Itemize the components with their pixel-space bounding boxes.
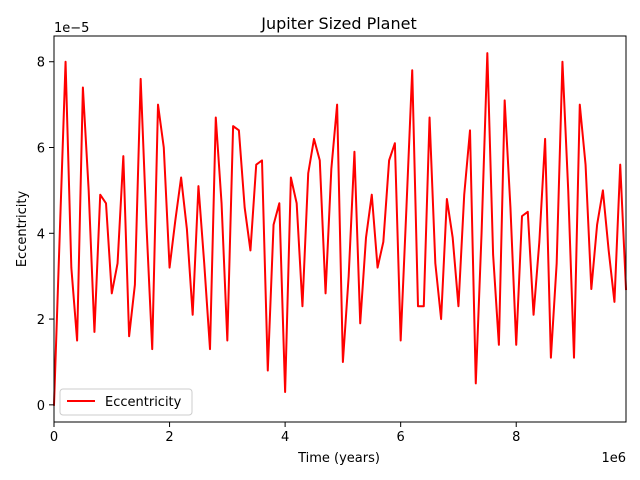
legend: Eccentricity <box>59 388 193 416</box>
axes-frame <box>53 35 627 423</box>
y-tick-label: 2 <box>37 313 45 328</box>
x-tick-label: 8 <box>512 430 520 445</box>
x-tick-label: 0 <box>50 430 58 445</box>
x-tick-label: 6 <box>397 430 405 445</box>
series-line-eccentricity <box>52 52 628 406</box>
y-offset-label: 1e−5 <box>54 21 89 36</box>
x-axis-label: Time (years) <box>297 451 380 466</box>
x-tick-label: 2 <box>165 430 173 445</box>
x-axis: 0 2 4 6 8 <box>50 422 520 445</box>
y-tick-label: 6 <box>37 142 45 157</box>
legend-box <box>59 388 193 416</box>
plot-area <box>52 35 628 423</box>
y-tick-label: 8 <box>37 56 45 71</box>
y-tick-label: 4 <box>37 227 45 242</box>
x-offset-label: 1e6 <box>601 451 626 466</box>
y-axis: 0 2 4 6 8 <box>37 56 54 414</box>
chart-title: Jupiter Sized Planet <box>260 14 416 33</box>
legend-label-eccentricity: Eccentricity <box>105 395 182 410</box>
x-tick-label: 4 <box>281 430 289 445</box>
y-tick-label: 0 <box>37 399 45 414</box>
y-axis-label: Eccentricity <box>15 191 30 268</box>
